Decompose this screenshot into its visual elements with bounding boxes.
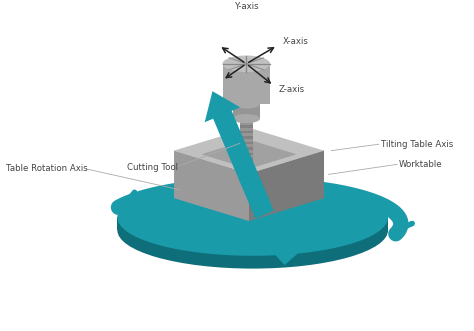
Polygon shape: [118, 217, 388, 230]
Text: Cutting Tool: Cutting Tool: [127, 163, 178, 171]
Polygon shape: [240, 159, 253, 161]
Text: X-axis: X-axis: [283, 37, 309, 46]
Polygon shape: [240, 120, 253, 122]
Polygon shape: [240, 125, 253, 128]
Ellipse shape: [222, 56, 270, 72]
Polygon shape: [233, 104, 260, 118]
Text: Y-axis: Y-axis: [235, 2, 260, 11]
Polygon shape: [212, 169, 300, 265]
Ellipse shape: [240, 116, 253, 121]
Polygon shape: [240, 136, 253, 139]
Text: Z-axis: Z-axis: [278, 85, 304, 94]
Polygon shape: [174, 151, 249, 221]
Polygon shape: [240, 118, 253, 169]
Polygon shape: [174, 128, 324, 173]
Polygon shape: [240, 142, 253, 144]
Polygon shape: [249, 151, 324, 221]
Ellipse shape: [118, 192, 388, 268]
Polygon shape: [240, 164, 253, 166]
Ellipse shape: [233, 114, 260, 123]
Text: Tilting Table Axis: Tilting Table Axis: [381, 140, 453, 149]
Polygon shape: [240, 153, 253, 155]
Ellipse shape: [233, 99, 260, 109]
Text: Table Rotation Axis: Table Rotation Axis: [6, 165, 88, 173]
Polygon shape: [205, 91, 274, 218]
Ellipse shape: [118, 179, 388, 256]
Text: Worktable: Worktable: [399, 160, 443, 169]
Polygon shape: [240, 131, 253, 133]
Polygon shape: [201, 140, 297, 169]
Polygon shape: [240, 147, 253, 150]
Polygon shape: [222, 64, 270, 104]
